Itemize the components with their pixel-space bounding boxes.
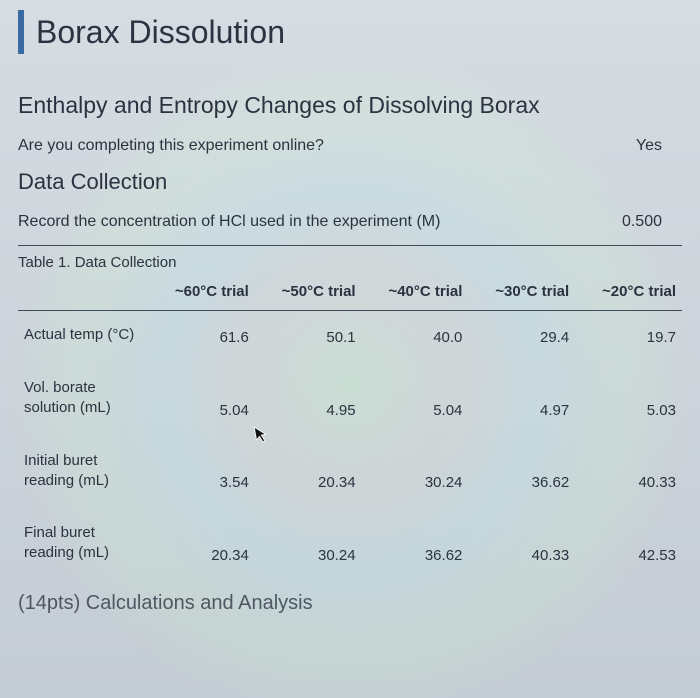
cell: 42.53 bbox=[575, 509, 682, 582]
cell: 40.33 bbox=[575, 437, 682, 510]
cell: 20.34 bbox=[255, 437, 362, 510]
table-caption: Table 1. Data Collection bbox=[18, 254, 682, 271]
cell: 30.24 bbox=[255, 509, 362, 582]
cell: 5.03 bbox=[575, 364, 682, 437]
cell: 36.62 bbox=[468, 437, 575, 510]
col-50c: ~50°C trial bbox=[255, 275, 362, 311]
col-60c: ~60°C trial bbox=[148, 275, 255, 311]
cell: 5.04 bbox=[148, 364, 255, 437]
question-hcl-conc: Record the concentration of HCl used in … bbox=[18, 213, 682, 231]
row-label: Final buret reading (mL) bbox=[18, 509, 148, 582]
data-table: ~60°C trial ~50°C trial ~40°C trial ~30°… bbox=[18, 275, 682, 582]
cell: 4.95 bbox=[255, 364, 362, 437]
cell: 4.97 bbox=[468, 364, 575, 437]
answer-online: Yes bbox=[636, 137, 682, 155]
cell: 20.34 bbox=[148, 509, 255, 582]
row-label: Initial buret reading (mL) bbox=[18, 437, 148, 510]
question-online-text: Are you completing this experiment onlin… bbox=[18, 137, 324, 155]
cell: 19.7 bbox=[575, 311, 682, 365]
cell: 36.62 bbox=[362, 509, 469, 582]
question-online: Are you completing this experiment onlin… bbox=[18, 137, 682, 155]
row-label: Actual temp (°C) bbox=[18, 311, 148, 365]
cell: 29.4 bbox=[468, 311, 575, 365]
table-row: Vol. borate solution (mL) 5.04 4.95 5.04… bbox=[18, 364, 682, 437]
experiment-subtitle: Enthalpy and Entropy Changes of Dissolvi… bbox=[18, 92, 682, 119]
table-row: Initial buret reading (mL) 3.54 20.34 30… bbox=[18, 437, 682, 510]
col-30c: ~30°C trial bbox=[468, 275, 575, 311]
divider bbox=[18, 245, 682, 246]
table-row: Final buret reading (mL) 20.34 30.24 36.… bbox=[18, 509, 682, 582]
cell: 50.1 bbox=[255, 311, 362, 365]
row-label: Vol. borate solution (mL) bbox=[18, 364, 148, 437]
footer-cutoff-text: (14pts) Calculations and Analysis bbox=[18, 592, 682, 615]
cell: 30.24 bbox=[362, 437, 469, 510]
col-blank bbox=[18, 275, 148, 311]
title-accent bbox=[18, 10, 24, 54]
section-data-collection: Data Collection bbox=[18, 169, 682, 195]
cell: 5.04 bbox=[362, 364, 469, 437]
cell: 40.0 bbox=[362, 311, 469, 365]
cell: 61.6 bbox=[148, 311, 255, 365]
table-header-row: ~60°C trial ~50°C trial ~40°C trial ~30°… bbox=[18, 275, 682, 311]
page-title: Borax Dissolution bbox=[36, 14, 285, 51]
answer-hcl-conc: 0.500 bbox=[622, 213, 682, 231]
cell: 3.54 bbox=[148, 437, 255, 510]
col-40c: ~40°C trial bbox=[362, 275, 469, 311]
title-bar: Borax Dissolution bbox=[18, 10, 682, 54]
question-hcl-text: Record the concentration of HCl used in … bbox=[18, 213, 440, 231]
col-20c: ~20°C trial bbox=[575, 275, 682, 311]
table-row: Actual temp (°C) 61.6 50.1 40.0 29.4 19.… bbox=[18, 311, 682, 365]
cell: 40.33 bbox=[468, 509, 575, 582]
